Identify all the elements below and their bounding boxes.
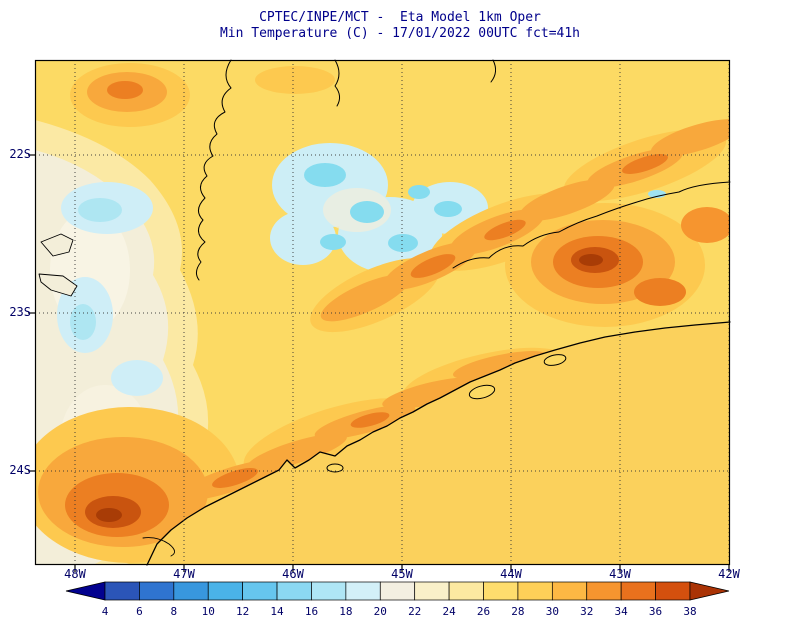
colorbar-segment <box>104 581 140 601</box>
x-axis-label: 48W <box>64 567 86 581</box>
cold-patches <box>304 163 462 252</box>
colorbar-segment <box>379 581 416 601</box>
colorbar-segment <box>517 581 553 601</box>
y-axis-label: 23S <box>9 305 31 319</box>
colorbar-tick-label: 12 <box>236 605 249 618</box>
axis-ticks <box>28 154 730 572</box>
colorbar-segment <box>483 581 519 601</box>
x-axis-label: 47W <box>173 567 195 581</box>
colorbar-tick-label: 20 <box>374 605 387 618</box>
colorbar-tick-label: 16 <box>305 605 318 618</box>
x-axis-label: 43W <box>609 567 631 581</box>
colorbar-arrow-left <box>65 581 106 601</box>
colorbar-tick-label: 14 <box>270 605 284 618</box>
colorbar-tick-label: 6 <box>136 605 143 618</box>
colorbar-tick-label: 38 <box>683 605 696 618</box>
estuary <box>142 537 175 557</box>
colorbar-tick-label: 18 <box>339 605 352 618</box>
colorbar-segment <box>207 581 243 601</box>
colorbar-segment <box>655 581 691 601</box>
map-frame <box>34 59 731 566</box>
colorbar-tick-label: 26 <box>477 605 490 618</box>
colorbar-segment <box>242 581 278 601</box>
temperature-field <box>35 60 730 565</box>
colorbar-segment <box>345 581 381 601</box>
colorbar-tick-label: 36 <box>649 605 662 618</box>
state-borders <box>195 59 731 281</box>
colorbar-tick-label: 22 <box>408 605 421 618</box>
y-axis-label: 24S <box>9 463 31 477</box>
colorbar-segment <box>551 581 588 601</box>
colorbar-segment <box>139 581 175 601</box>
colorbar: 4 6 8 10 12 14 16 18 20 22 24 26 28 30 32 34 36 38 <box>65 581 730 618</box>
colorbar-tick-label: 28 <box>511 605 524 618</box>
colorbar-tick-label: 32 <box>580 605 593 618</box>
colorbar-tick-label: 34 <box>615 605 629 618</box>
title-line-1: CPTEC/INPE/MCT - Eta Model 1km Oper <box>259 10 541 25</box>
colorbar-arrow-right <box>689 581 730 601</box>
colorbar-segment <box>620 581 656 601</box>
plot-title: CPTEC/INPE/MCT - Eta Model 1km Oper Min … <box>0 10 800 42</box>
colorbar-segment <box>173 581 209 601</box>
coastline-and-borders <box>38 59 731 566</box>
reservoirs <box>38 233 78 297</box>
coastline <box>146 321 731 566</box>
islands <box>326 354 567 473</box>
colorbar-tick-label: 10 <box>202 605 215 618</box>
colorbar-segment <box>448 581 484 601</box>
map-canvas <box>28 59 731 572</box>
colorbar-segment <box>311 581 347 601</box>
x-axis-label: 42W <box>718 567 740 581</box>
colorbar-segment <box>586 581 622 601</box>
colorbar-tick-label: 24 <box>442 605 456 618</box>
hottest-cores <box>96 254 603 522</box>
y-axis-label: 22S <box>9 147 31 161</box>
colorbar-tick-label: 4 <box>102 605 109 618</box>
colorbar-tick-label: 30 <box>546 605 559 618</box>
title-line-2: Min Temperature (C) - 17/01/2022 00UTC f… <box>219 26 581 41</box>
colorbar-segment <box>414 581 450 601</box>
x-axis-label: 44W <box>500 567 522 581</box>
colorbar-tick-label: 8 <box>171 605 178 618</box>
x-axis-label: 45W <box>391 567 413 581</box>
x-axis-label: 46W <box>282 567 304 581</box>
colorbar-segment <box>276 581 312 601</box>
